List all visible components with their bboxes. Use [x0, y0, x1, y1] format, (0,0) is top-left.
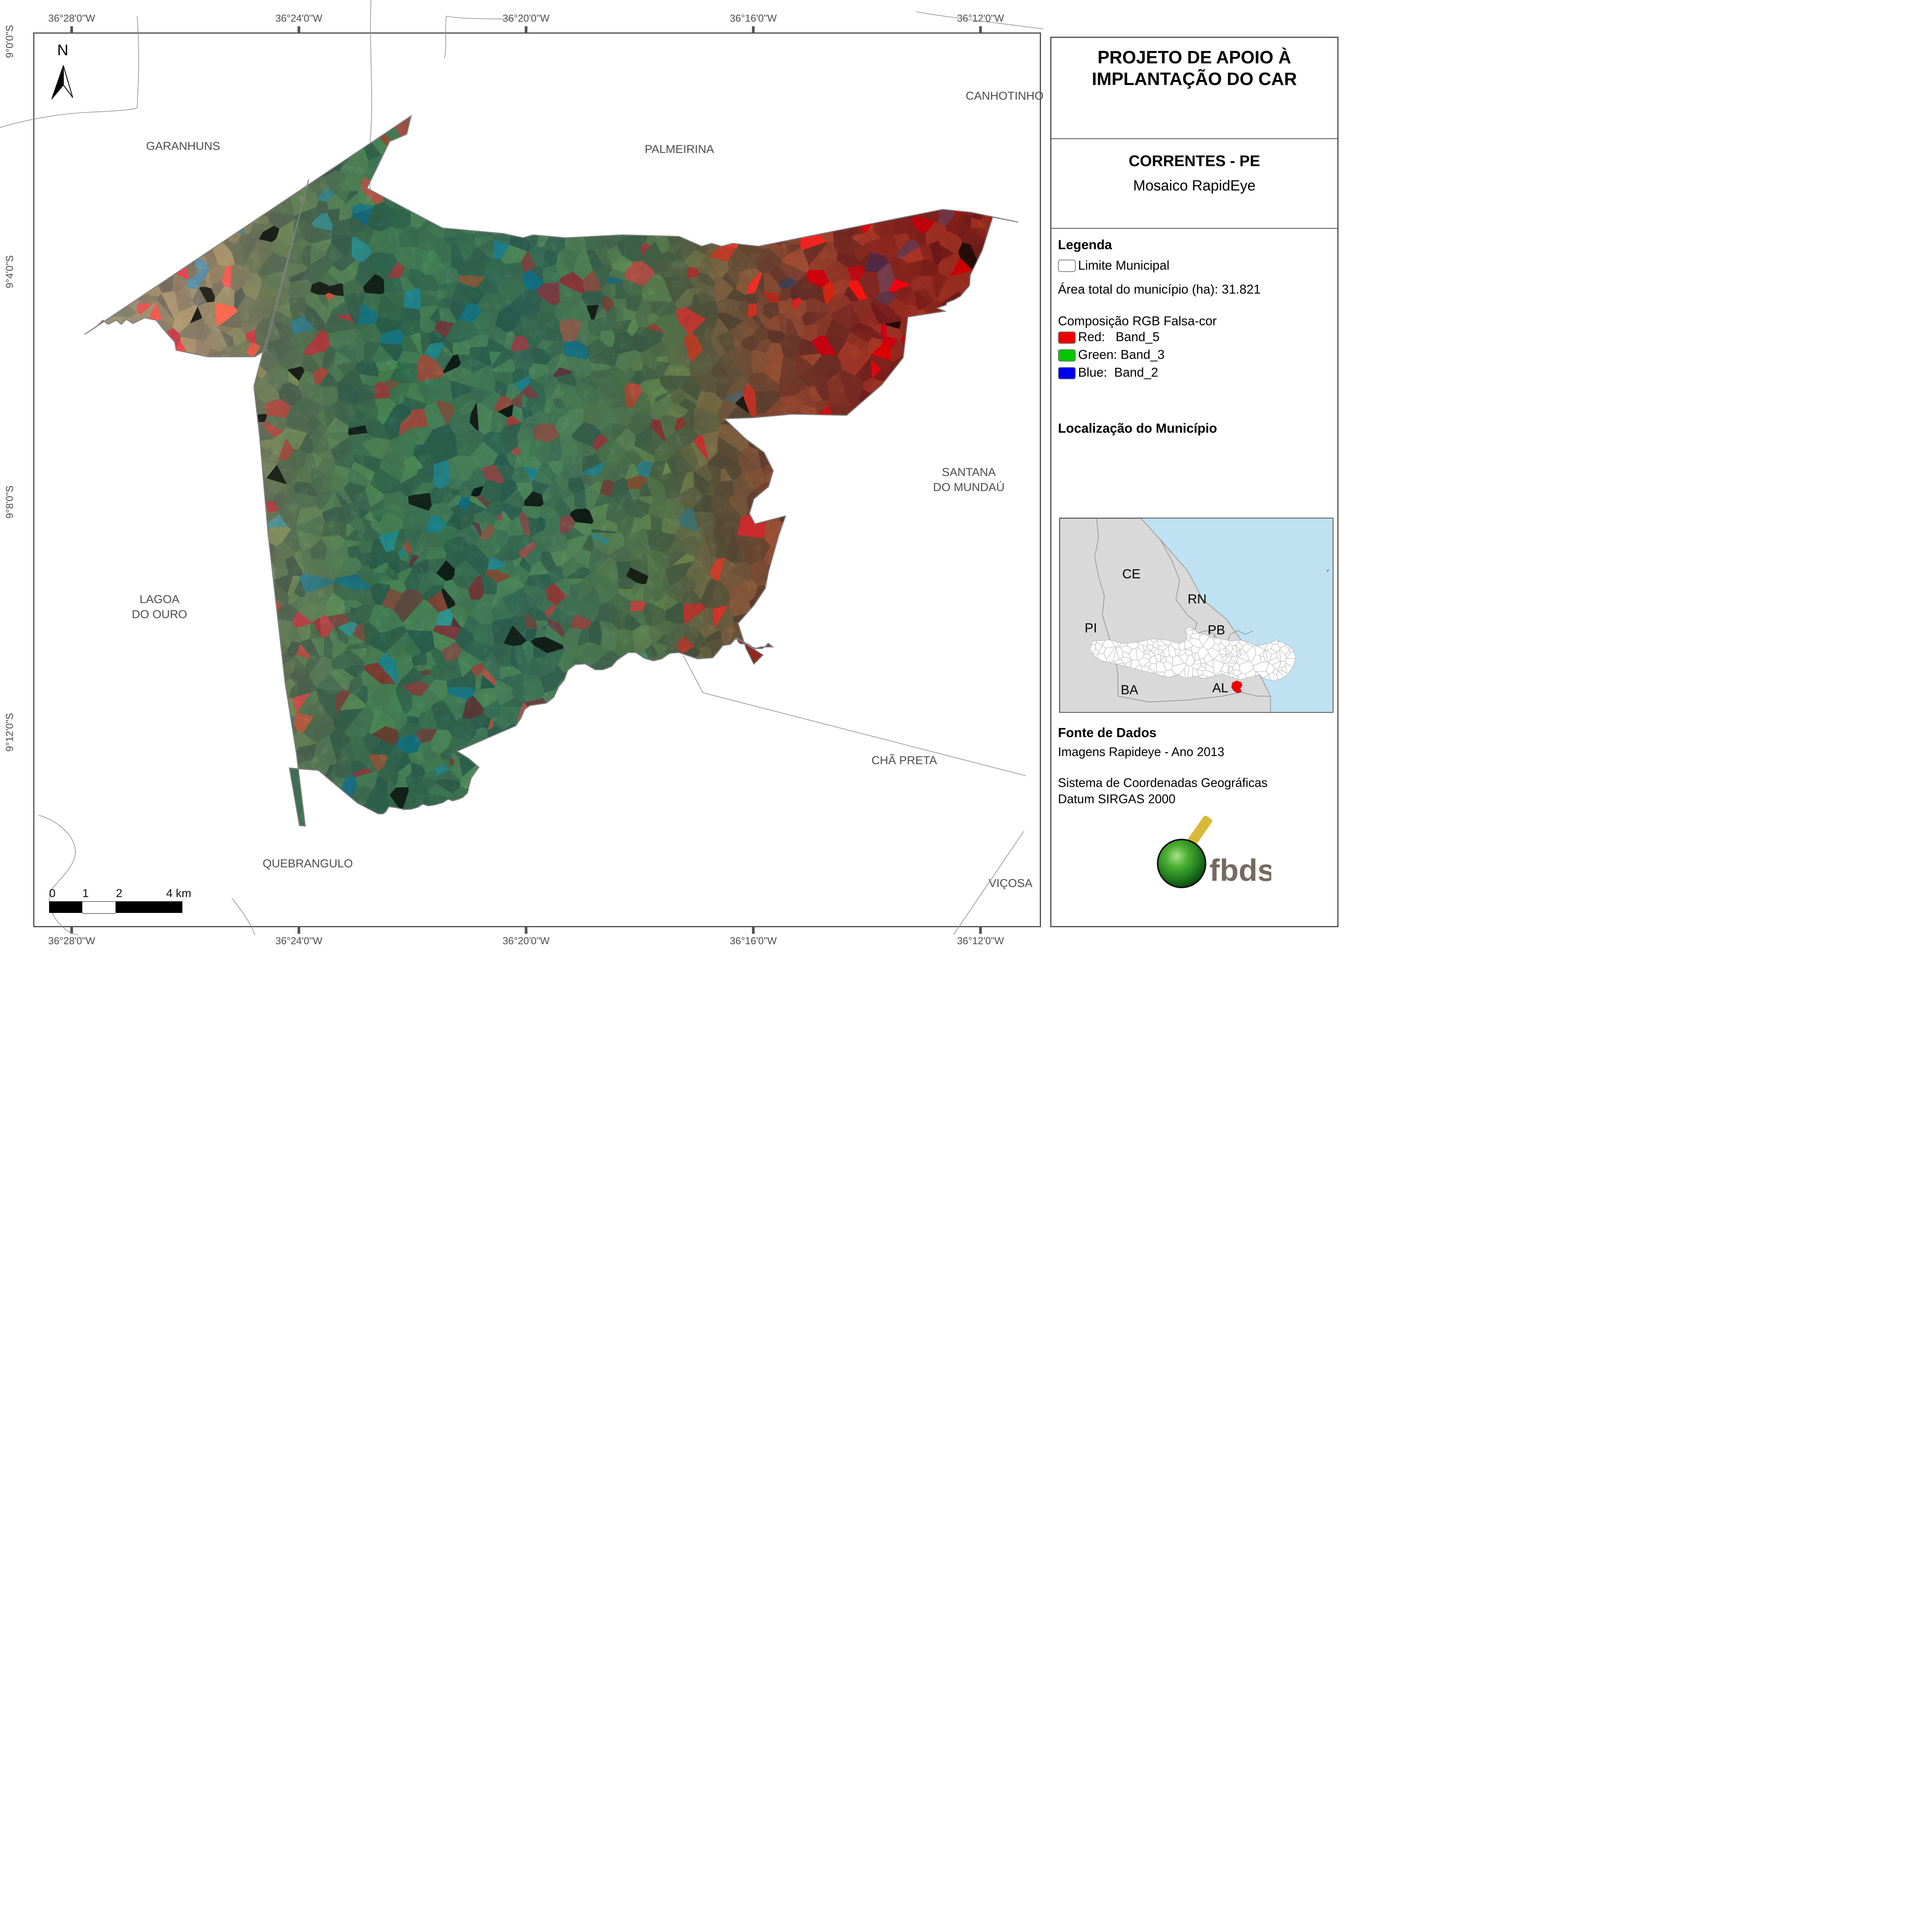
svg-text:RN: RN	[1187, 592, 1206, 607]
svg-text:fbds: fbds	[1209, 853, 1271, 887]
svg-text:PI: PI	[1085, 621, 1097, 636]
svg-text:CE: CE	[1122, 567, 1140, 581]
svg-text:PB: PB	[1208, 623, 1225, 637]
svg-text:AL: AL	[1212, 681, 1228, 695]
svg-text:BA: BA	[1121, 683, 1138, 697]
